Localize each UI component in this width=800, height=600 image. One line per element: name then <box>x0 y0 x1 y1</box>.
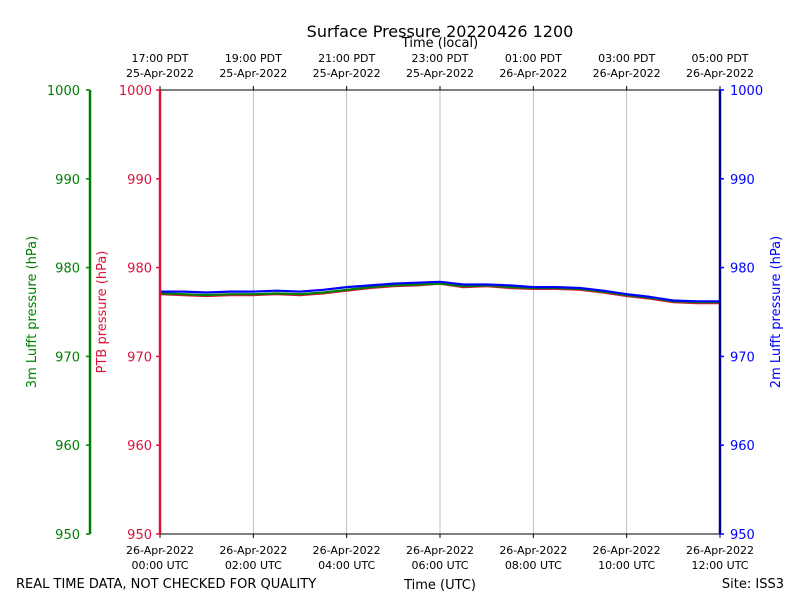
grid-lines <box>252 90 628 534</box>
bottom-tick-label-date: 26-Apr-2022 <box>313 544 381 557</box>
ptb-y-tick-label: 950 <box>127 528 152 543</box>
top-tick-label-date: 26-Apr-2022 <box>686 67 754 80</box>
bottom-tick-label-date: 26-Apr-2022 <box>126 544 194 557</box>
bottom-tick-label-time: 02:00 UTC <box>225 559 282 572</box>
lufft3m-y-tick-label: 990 <box>55 173 80 188</box>
bottom-tick-label-time: 00:00 UTC <box>131 559 188 572</box>
top-tick-label-time: 23:00 PDT <box>411 52 468 65</box>
bottom-tick-label-date: 26-Apr-2022 <box>219 544 287 557</box>
bottom-tick-label-time: 12:00 UTC <box>691 559 748 572</box>
bottom-tick-label-date: 26-Apr-2022 <box>593 544 661 557</box>
top-tick-label-time: 19:00 PDT <box>225 52 282 65</box>
lufft2m-y-tick-label: 1000 <box>730 84 763 99</box>
series-line-lufft2m <box>160 280 720 303</box>
ptb-y-tick-label: 990 <box>127 173 152 188</box>
ptb-y-tick-label: 960 <box>127 439 152 454</box>
bottom-tick-label-time: 10:00 UTC <box>598 559 655 572</box>
lufft3m-y-tick-label: 980 <box>55 262 80 277</box>
lufft3m-y-tick-label: 1000 <box>47 84 80 99</box>
top-axis-label: Time (local) <box>401 36 478 51</box>
lufft3m-y-tick-label: 950 <box>55 528 80 543</box>
top-tick-label-time: 17:00 PDT <box>131 52 188 65</box>
lufft2m-y-tick-label: 990 <box>730 173 755 188</box>
lufft3m-y-tick-label: 970 <box>55 350 80 365</box>
x-axis-label: Time (UTC) <box>403 578 476 593</box>
lufft2m-y-tick-label: 950 <box>730 528 755 543</box>
top-tick-label-date: 26-Apr-2022 <box>499 67 567 80</box>
bottom-tick-label-date: 26-Apr-2022 <box>406 544 474 557</box>
bottom-tick-label-time: 06:00 UTC <box>411 559 468 572</box>
top-tick-label-date: 26-Apr-2022 <box>593 67 661 80</box>
top-tick-label-time: 05:00 PDT <box>691 52 748 65</box>
bottom-tick-label-time: 04:00 UTC <box>318 559 375 572</box>
bottom-tick-label-date: 26-Apr-2022 <box>499 544 567 557</box>
y-axis-label-lufft2m: 2m Lufft pressure (hPa) <box>769 236 784 388</box>
top-tick-label-time: 21:00 PDT <box>318 52 375 65</box>
site-label: Site: ISS3 <box>722 577 784 592</box>
lufft2m-y-tick-label: 980 <box>730 262 755 277</box>
lufft2m-y-tick-label: 970 <box>730 350 755 365</box>
ptb-y-tick-label: 980 <box>127 262 152 277</box>
top-tick-label-date: 25-Apr-2022 <box>406 67 474 80</box>
top-tick-label-time: 01:00 PDT <box>505 52 562 65</box>
lufft3m-y-tick-label: 960 <box>55 439 80 454</box>
top-tick-label-date: 25-Apr-2022 <box>126 67 194 80</box>
tick-group: 26-Apr-2022 00:00 UTC 26-Apr-2022 02:00 UTC… <box>47 52 763 572</box>
top-tick-label-date: 25-Apr-2022 <box>313 67 381 80</box>
plot-frame <box>88 89 722 535</box>
quality-disclaimer: REAL TIME DATA, NOT CHECKED FOR QUALITY <box>16 577 316 592</box>
chart-title: Surface Pressure 20220426 1200 <box>307 22 574 41</box>
y-axis-label-ptb: PTB pressure (hPa) <box>95 251 110 374</box>
ptb-y-tick-label: 1000 <box>119 84 152 99</box>
top-tick-label-time: 03:00 PDT <box>598 52 655 65</box>
bottom-tick-label-time: 08:00 UTC <box>505 559 562 572</box>
series-group <box>159 280 720 305</box>
top-tick-label-date: 25-Apr-2022 <box>219 67 287 80</box>
ptb-y-tick-label: 970 <box>127 350 152 365</box>
lufft2m-y-tick-label: 960 <box>730 439 755 454</box>
bottom-tick-label-date: 26-Apr-2022 <box>686 544 754 557</box>
y-axis-label-lufft3m: 3m Lufft pressure (hPa) <box>25 236 40 388</box>
